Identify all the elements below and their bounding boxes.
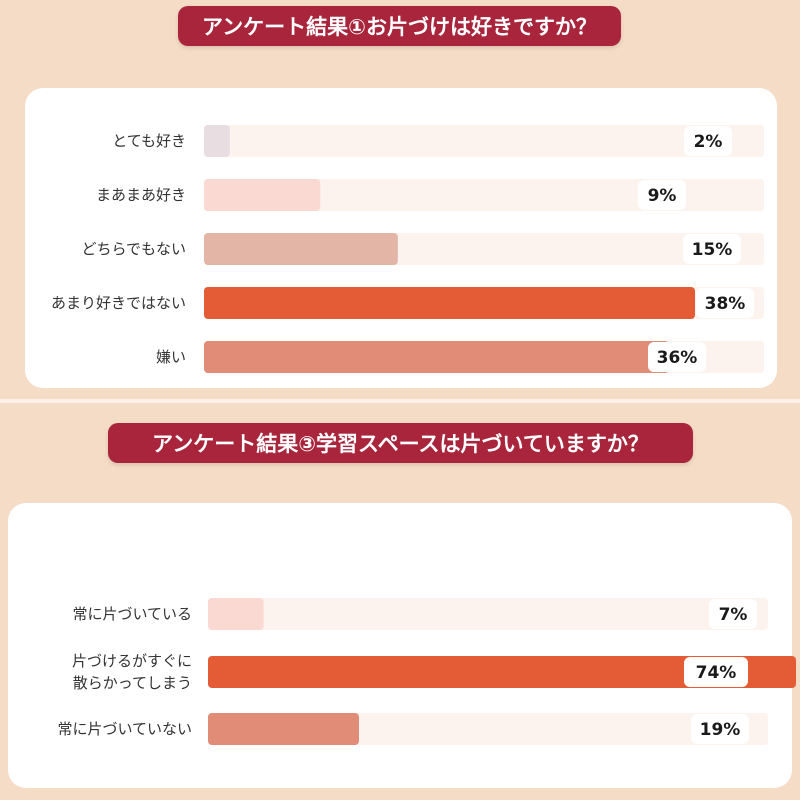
chart-1-bar-track [204, 125, 764, 157]
chart-1-bar-track [204, 179, 764, 211]
chart-1-value-label: 2% [694, 132, 723, 152]
chart-2-value-label: 74% [696, 663, 737, 683]
chart-1-value-label: 15% [692, 240, 733, 260]
chart-2-bar [208, 656, 796, 688]
chart-2-value-label-bg [691, 714, 749, 744]
chart-1-bar [204, 125, 230, 157]
chart-2-title: アンケート結果③学習スペースは片づいていますか？ [108, 423, 693, 463]
chart-1-category-label: まあまあ好き [96, 186, 186, 204]
chart-1-plot: とても好き 2% まあまあ好き 9% どちらでもない 15% あまり好きではない 38% 嫌い 3… [51, 125, 764, 373]
chart-2-category-label: 片づけるがすぐに [72, 652, 192, 670]
chart-1-value-label: 38% [705, 294, 746, 314]
chart-2-value-label: 19% [700, 720, 741, 740]
chart-1-value-label-bg [683, 234, 741, 264]
chart-1-category-label: とても好き [112, 132, 186, 150]
section-divider [0, 399, 800, 403]
chart-1-category-label: どちらでもない [81, 240, 186, 258]
chart-1-title: アンケート結果①お片づけは好きですか？ [178, 6, 621, 46]
chart-1-bar [204, 233, 398, 265]
chart-1-category-label: あまり好きではない [51, 294, 186, 312]
chart-2-value-label-bg [684, 657, 748, 687]
chart-1-bar [204, 287, 695, 319]
chart-1-value-label-bg [684, 126, 732, 156]
survey-1-section: アンケート結果①お片づけは好きですか？ とても好き 2% まあまあ好き 9% どちらでも… [25, 6, 777, 388]
chart-2-bar-track [208, 598, 768, 630]
chart-2-value-label: 7% [719, 605, 748, 625]
chart-1-value-label-bg [638, 180, 686, 210]
chart-1-value-label: 36% [657, 348, 698, 368]
chart-2-category-label: 常に片づいている [72, 605, 192, 623]
chart-1-category-label: 嫌い [156, 348, 186, 366]
chart-1-bar [204, 341, 670, 373]
chart-1-value-label-bg [648, 342, 706, 372]
survey-3-section: アンケート結果③学習スペースは片づいていますか？ 常に片づいている 7% 片づけるが… [0, 403, 800, 800]
chart-2-bar [208, 713, 359, 745]
chart-1-value-label-bg [696, 288, 754, 318]
chart-1-bar [204, 179, 321, 211]
chart-2-category-label: 常に片づいていない [57, 720, 192, 738]
chart-2-bar [208, 598, 264, 630]
chart-2-value-label-bg [709, 599, 757, 629]
chart-1-value-label: 9% [648, 186, 677, 206]
chart-2-category-label: 散らかってしまう [73, 674, 192, 692]
